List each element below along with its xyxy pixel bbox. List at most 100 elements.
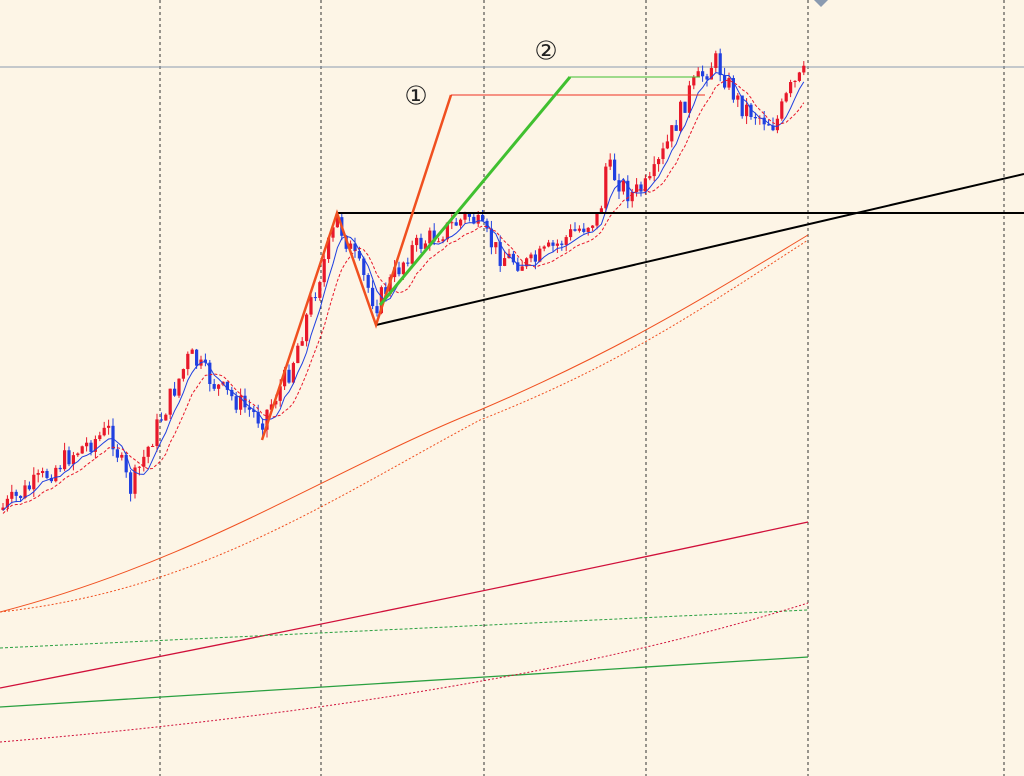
- candle: [771, 125, 775, 131]
- candle: [93, 439, 97, 452]
- candle: [181, 369, 185, 379]
- candle: [586, 227, 590, 232]
- candle: [661, 148, 665, 160]
- candle: [212, 384, 216, 389]
- candle: [230, 389, 234, 397]
- candle: [797, 72, 801, 81]
- candle: [613, 159, 617, 181]
- candle: [247, 407, 251, 410]
- candle: [107, 425, 111, 428]
- wave-1: [260, 94, 453, 441]
- candle: [388, 277, 392, 295]
- candle: [80, 446, 84, 454]
- candle: [577, 228, 581, 231]
- candle: [41, 470, 45, 474]
- candle: [432, 230, 436, 242]
- candle: [679, 101, 683, 131]
- candle: [98, 435, 102, 440]
- candle: [498, 242, 502, 266]
- candle: [670, 125, 674, 142]
- candle: [252, 409, 256, 413]
- candle: [538, 248, 542, 262]
- candle: [467, 213, 471, 217]
- candle: [745, 104, 749, 117]
- candle: [731, 78, 735, 100]
- candle: [45, 470, 49, 478]
- candle: [753, 117, 757, 119]
- candle: [657, 159, 661, 165]
- candle: [353, 243, 357, 252]
- candle: [151, 445, 155, 447]
- candle: [36, 473, 40, 475]
- candle: [635, 184, 639, 193]
- candle: [428, 230, 432, 244]
- candle: [1, 507, 5, 510]
- candle: [146, 446, 150, 457]
- candle: [749, 104, 753, 118]
- candle: [393, 267, 397, 278]
- candle: [793, 80, 797, 83]
- candle: [168, 388, 172, 415]
- candle: [19, 495, 23, 499]
- candle: [608, 159, 612, 167]
- candle: [71, 455, 75, 465]
- candle: [564, 237, 568, 245]
- candle: [115, 449, 119, 458]
- candle: [454, 222, 458, 226]
- wave-2: [378, 76, 572, 306]
- candle: [124, 454, 128, 473]
- candle: [617, 180, 621, 192]
- candle: [520, 266, 524, 271]
- candle: [525, 258, 529, 267]
- candle: [335, 217, 339, 228]
- candle: [542, 246, 546, 249]
- candle: [802, 65, 806, 73]
- candle: [705, 76, 709, 80]
- candle: [767, 124, 771, 126]
- candle: [349, 243, 353, 249]
- candle: [503, 258, 507, 266]
- candle: [472, 216, 476, 224]
- candle: [489, 228, 493, 248]
- ma-line: [0, 239, 809, 613]
- candle: [621, 180, 625, 192]
- candle: [296, 345, 300, 364]
- candle: [459, 219, 463, 226]
- candle: [278, 386, 282, 401]
- candle: [155, 419, 159, 446]
- candle: [533, 254, 537, 262]
- annotation: ②: [534, 37, 557, 67]
- candle: [274, 400, 278, 405]
- candle: [283, 369, 287, 387]
- candle: [23, 485, 27, 499]
- candle: [313, 297, 317, 299]
- candle: [120, 454, 124, 458]
- candle: [159, 419, 163, 421]
- candle: [551, 242, 555, 246]
- candle: [626, 180, 630, 202]
- candle: [652, 164, 656, 177]
- candle: [327, 237, 331, 260]
- candle: [58, 467, 62, 470]
- candle: [415, 237, 419, 246]
- candle: [305, 314, 309, 342]
- candle: [410, 245, 414, 264]
- candle: [762, 117, 766, 125]
- candle: [582, 228, 586, 232]
- candle: [573, 229, 577, 231]
- candle: [406, 262, 410, 264]
- candle: [784, 93, 788, 102]
- ma-line: [0, 521, 809, 689]
- annotation: ①: [404, 82, 427, 112]
- candle: [10, 491, 14, 499]
- candle: [300, 341, 304, 346]
- candle: [190, 349, 194, 354]
- candle: [494, 242, 498, 248]
- ma-line: [2, 79, 805, 514]
- candle: [357, 251, 361, 259]
- candle: [723, 75, 727, 88]
- candle: [463, 213, 467, 220]
- candle: [419, 237, 423, 249]
- candle: [331, 227, 335, 238]
